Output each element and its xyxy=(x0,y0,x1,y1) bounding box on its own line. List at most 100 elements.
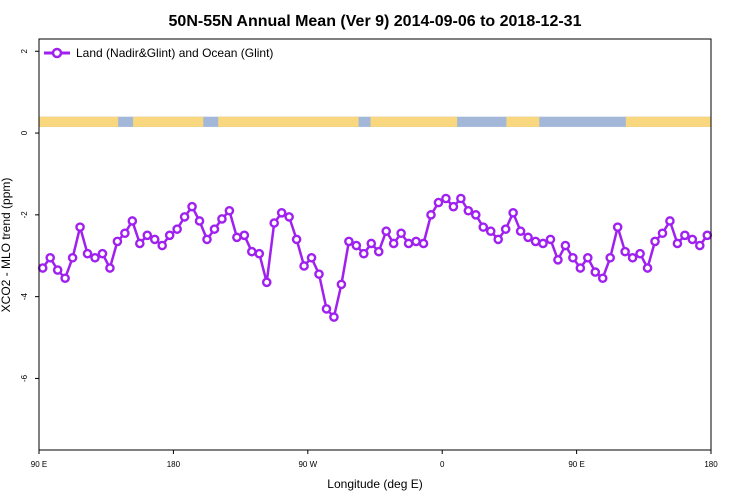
data-point xyxy=(418,238,429,249)
land-segment xyxy=(370,116,458,127)
y-tick-label: -6 xyxy=(20,374,29,382)
data-point xyxy=(194,216,205,226)
data-point xyxy=(441,193,451,204)
data-point xyxy=(605,252,616,263)
x-axis-label: Longitude (deg E) xyxy=(327,477,422,491)
data-point xyxy=(448,201,459,212)
data-point xyxy=(67,252,78,263)
data-point xyxy=(470,210,481,220)
x-tick-label: 90 W xyxy=(298,460,317,469)
data-point xyxy=(635,248,645,259)
data-point xyxy=(232,232,242,243)
data-point xyxy=(82,248,93,259)
data-point xyxy=(120,228,130,239)
data-point xyxy=(261,277,272,288)
y-axis-label: XCO2 - MLO trend (ppm) xyxy=(0,178,13,313)
data-point xyxy=(463,205,474,216)
data-point xyxy=(157,240,167,251)
data-point xyxy=(314,269,324,279)
data-series xyxy=(37,193,713,322)
data-point xyxy=(493,234,504,245)
data-point xyxy=(381,226,392,237)
data-point xyxy=(426,210,436,220)
data-point xyxy=(687,234,698,245)
data-point xyxy=(224,205,235,216)
land-segment xyxy=(39,116,119,127)
data-point xyxy=(403,238,414,249)
data-point xyxy=(485,226,496,237)
data-point xyxy=(508,208,518,218)
land-segment xyxy=(133,116,204,127)
data-point xyxy=(75,222,85,232)
y-tick-label: -2 xyxy=(20,211,29,219)
land-ocean-strip xyxy=(39,116,711,127)
data-point xyxy=(276,208,287,218)
data-point xyxy=(433,197,444,208)
data-point xyxy=(45,252,56,263)
data-point xyxy=(164,230,175,241)
data-point xyxy=(366,238,377,249)
data-point xyxy=(299,261,309,271)
data-point xyxy=(553,255,563,265)
x-tick-label: 90 E xyxy=(568,460,584,469)
data-point xyxy=(575,263,586,273)
legend-label: Land (Nadir&Glint) and Ocean (Glint) xyxy=(76,46,273,60)
x-axis-ticks: 90 E 180 90 W 0 90 E 180 xyxy=(31,450,718,469)
data-point xyxy=(388,238,399,249)
data-point xyxy=(306,252,317,263)
y-tick-label: -4 xyxy=(20,293,29,301)
data-point xyxy=(321,304,332,314)
data-point xyxy=(665,216,675,226)
data-point xyxy=(560,240,571,251)
legend-marker xyxy=(51,47,63,59)
data-point xyxy=(672,238,683,249)
data-point xyxy=(90,252,100,263)
data-point xyxy=(500,224,511,234)
data-point xyxy=(134,238,145,249)
data-point xyxy=(217,214,227,224)
data-point xyxy=(179,212,190,222)
data-point xyxy=(329,312,339,322)
data-point xyxy=(187,201,197,212)
data-point xyxy=(545,234,556,245)
data-point xyxy=(127,216,138,226)
y-axis-ticks: 2 0 -2 -4 -6 xyxy=(20,48,39,382)
data-point xyxy=(60,273,70,284)
data-point xyxy=(202,234,212,245)
land-segment xyxy=(625,116,711,127)
data-point xyxy=(411,236,421,247)
data-point xyxy=(612,222,623,232)
x-tick-label: 0 xyxy=(440,460,445,469)
plot-frame xyxy=(38,38,712,451)
data-point xyxy=(291,234,302,245)
data-point xyxy=(702,230,713,241)
data-point xyxy=(695,240,705,251)
data-point xyxy=(336,279,347,290)
land-segment xyxy=(506,116,540,127)
legend: Land (Nadir&Glint) and Ocean (Glint) xyxy=(44,46,273,60)
data-point xyxy=(254,248,265,259)
data-point xyxy=(105,263,115,273)
data-point xyxy=(239,230,250,241)
data-point xyxy=(597,273,608,284)
data-point xyxy=(172,224,182,234)
data-point xyxy=(523,232,533,243)
data-point xyxy=(620,246,630,257)
data-point xyxy=(52,265,63,275)
x-tick-label: 180 xyxy=(704,460,718,469)
land-segment xyxy=(218,116,359,127)
data-point xyxy=(478,222,489,232)
data-point xyxy=(515,226,526,237)
data-point xyxy=(149,234,160,245)
data-point xyxy=(583,252,593,263)
data-point xyxy=(642,263,653,273)
data-point xyxy=(37,263,48,273)
data-point xyxy=(209,224,220,234)
data-point xyxy=(680,230,690,241)
data-point xyxy=(269,218,280,228)
data-point xyxy=(627,252,638,263)
data-point xyxy=(97,248,108,259)
data-point xyxy=(112,236,123,247)
data-point xyxy=(590,267,601,277)
